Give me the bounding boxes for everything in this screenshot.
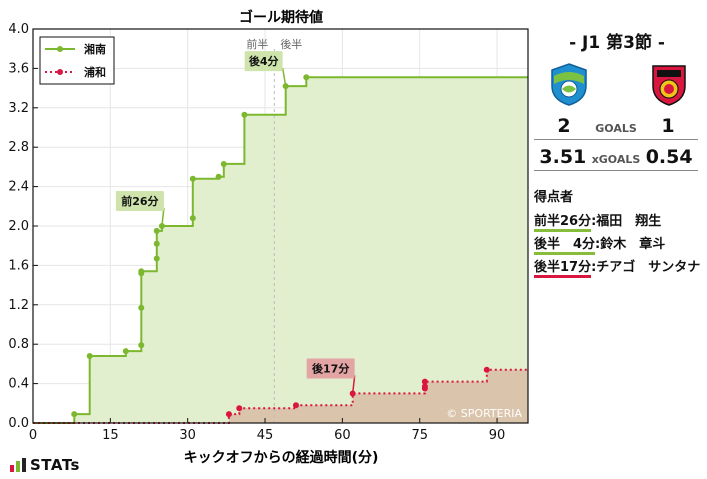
shot-point	[225, 411, 232, 418]
y-tick-label: 3.2	[8, 101, 29, 116]
x-tick-label: 60	[334, 428, 351, 443]
annotation-box	[115, 191, 164, 211]
home-goals: 2	[557, 115, 571, 137]
x-tick-label: 75	[411, 428, 428, 443]
away-goals: 1	[661, 115, 675, 137]
annotation-pointer	[161, 207, 165, 227]
scorer-minute: 前半26分	[534, 214, 592, 232]
brand-name: STATs	[30, 456, 80, 474]
x-tick-label: 0	[29, 428, 37, 443]
shot-point	[236, 405, 243, 412]
shot-point	[138, 304, 145, 311]
goals-label: GOALS	[595, 122, 637, 135]
shot-point	[220, 160, 227, 167]
area-0	[33, 77, 528, 424]
series-line-1	[33, 368, 528, 424]
annotation-label: 後4分	[249, 54, 279, 68]
urawa-crest-icon	[652, 65, 686, 106]
away-xg: 0.54	[645, 146, 693, 168]
y-tick-label: 2.0	[8, 219, 29, 234]
brand-logo: STATs	[10, 456, 80, 474]
y-tick-label: 1.2	[8, 298, 29, 313]
scorer-name: :鈴木 章斗	[595, 237, 666, 252]
x-tick-label: 30	[179, 428, 196, 443]
legend-box	[39, 36, 115, 85]
legend-marker-1	[57, 69, 63, 75]
axes: 0.0 0.4 0.8 1.2 1.6 2.0 2.4 2.8 3.2 3.6 4.0 0 15 30 45…	[8, 22, 529, 443]
legend-label-0: 湘南	[84, 42, 106, 56]
first-half-label: 前半	[246, 37, 268, 51]
x-tick-label: 45	[257, 428, 274, 443]
shot-point	[421, 383, 428, 390]
shot-point	[483, 366, 490, 373]
scorer-name: :福田 翔生	[591, 214, 662, 229]
area-fills	[33, 77, 528, 424]
chart-title: ゴール期待値	[239, 9, 323, 26]
annotation-box	[306, 358, 355, 379]
shot-point	[189, 175, 196, 182]
shot-point	[241, 111, 248, 118]
shot-point	[138, 342, 145, 349]
shot-points	[71, 74, 490, 418]
annotation-box	[244, 51, 283, 72]
scorer-name: :チアゴ サンタナ	[591, 260, 701, 275]
y-tick-label: 0.0	[8, 416, 29, 431]
shot-point	[421, 378, 428, 385]
scorer-3: 後半17分:チアゴ サンタナ	[534, 256, 700, 278]
x-tick-label: 15	[102, 428, 119, 443]
y-tick-label: 0.8	[8, 337, 29, 352]
y-tick-label: 0.4	[8, 377, 29, 392]
y-tick-label: 1.6	[8, 258, 29, 273]
area-1	[33, 369, 528, 423]
shot-point	[86, 353, 93, 360]
score-row: 2 GOALS 1	[534, 115, 698, 140]
legend-marker-0	[57, 46, 63, 52]
shot-point	[215, 173, 222, 180]
x-tick-label: 90	[489, 428, 506, 443]
y-tick-label: 2.8	[8, 140, 29, 155]
shot-point	[189, 215, 196, 222]
y-tick-label: 3.6	[8, 61, 29, 76]
shot-point	[153, 227, 160, 234]
shot-point	[153, 240, 160, 247]
annotation-pointer	[281, 68, 287, 87]
xg-label: xGOALS	[591, 153, 641, 166]
shonan-crest-icon	[551, 63, 587, 106]
shot-point	[138, 268, 145, 275]
annotation-label: 前26分	[121, 194, 158, 208]
y-tick-label: 4.0	[8, 22, 29, 37]
legend-label-1: 浦和	[84, 65, 106, 79]
annotation-pointer	[351, 375, 356, 394]
second-half-label: 後半	[280, 37, 302, 51]
y-tick-label: 2.4	[8, 180, 29, 195]
annotation-label: 後17分	[312, 361, 349, 375]
match-title: - J1 第3節 -	[569, 33, 665, 53]
half-time-marker: 前半 後半	[246, 37, 302, 423]
scorer-1: 前半26分:福田 翔生	[534, 210, 661, 232]
scorer-minute: 後半17分	[534, 260, 592, 278]
shot-point	[153, 255, 160, 262]
bars-icon	[10, 458, 26, 472]
scorer-2: 後半 4分:鈴木 章斗	[534, 233, 665, 255]
xg-row: 3.51 xGOALS 0.54	[534, 146, 698, 171]
watermark: © SPORTERIA	[446, 407, 522, 420]
x-axis-label: キックオフからの経過時間(分)	[184, 449, 379, 466]
shot-point	[122, 348, 129, 355]
shot-point	[292, 402, 299, 409]
scorer-minute: 後半 4分	[534, 237, 596, 255]
shot-point	[71, 411, 78, 418]
home-xg: 3.51	[539, 146, 587, 168]
scorers-title: 得点者	[534, 190, 574, 205]
shot-point	[303, 74, 310, 81]
